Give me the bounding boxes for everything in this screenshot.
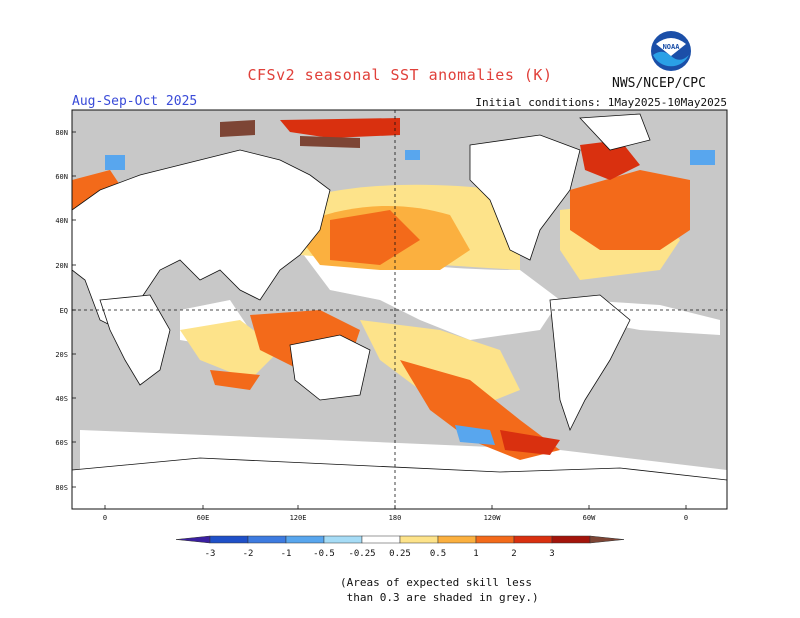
anomaly-north-atlantic-blue xyxy=(690,150,715,165)
colorbar-segment xyxy=(209,535,249,544)
anomaly-bering-blue xyxy=(405,150,420,160)
anomaly-south-pacific-blue xyxy=(455,425,495,445)
colorbar-segment xyxy=(247,535,287,544)
anomaly-siberian-brown xyxy=(300,136,360,148)
anomaly-southeast-pacific-red xyxy=(500,430,560,455)
colorbar-tick-label: 3 xyxy=(549,549,554,559)
colorbar-tick-label: -1 xyxy=(281,549,292,559)
anomaly-nordic-blue xyxy=(105,155,125,170)
map-frame xyxy=(71,109,728,510)
colorbar-segment xyxy=(475,535,515,544)
anomaly-indian-ocean-light xyxy=(180,320,280,380)
lat-ticks: 80N 60N 40N 20N EQ 20S 40S 60S 80S xyxy=(55,129,76,492)
map-title: CFSv2 seasonal SST anomalies (K) xyxy=(247,66,553,84)
colorbar-tick-label: 0.5 xyxy=(430,549,446,559)
anomaly-kuroshio-orange xyxy=(330,210,420,265)
anomaly-labrador-red xyxy=(580,140,640,180)
lat-label: 60N xyxy=(55,173,68,181)
greenland-land xyxy=(579,113,651,151)
season-label: Aug-Sep-Oct 2025 xyxy=(72,94,198,109)
colorbar: -3 -2 -1 -0.5 -0.25 0.25 0.5 1 2 3 xyxy=(175,535,625,559)
anomaly-barents-brown xyxy=(220,120,255,137)
agency-label: NWS/NCEP/CPC xyxy=(612,76,706,91)
colorbar-labels: -3 -2 -1 -0.5 -0.25 0.25 0.5 1 2 3 xyxy=(205,549,555,559)
noaa-logo-text: NOAA xyxy=(663,43,681,51)
australia-land xyxy=(289,334,371,401)
colorbar-tick-label: 0.25 xyxy=(389,549,411,559)
noaa-logo: NOAA xyxy=(651,31,691,71)
lon-label: 120W xyxy=(484,514,502,522)
colorbar-segment xyxy=(551,535,591,544)
colorbar-segment xyxy=(399,535,439,544)
lon-label: 0 xyxy=(103,514,107,522)
colorbar-tick-label: 2 xyxy=(511,549,516,559)
lon-label: 180 xyxy=(389,514,402,522)
lat-label: 80N xyxy=(55,129,68,137)
skill-footnote: (Areas of expected skill less than 0.3 a… xyxy=(340,576,539,604)
initial-conditions-label: Initial conditions: 1May2025-10May2025 xyxy=(475,96,727,109)
anomaly-north-atlantic-orange xyxy=(570,170,690,250)
colorbar-tick-label: -3 xyxy=(205,549,216,559)
colorbar-segment xyxy=(323,535,363,544)
lon-label: 0 xyxy=(684,514,688,522)
colorbar-segment xyxy=(285,535,325,544)
lat-label: 40N xyxy=(55,217,68,225)
noaa-logo-wave xyxy=(653,51,689,67)
colorbar-segment xyxy=(361,535,401,544)
anomaly-arctic-red xyxy=(280,118,400,138)
neutral-tropical-pacific xyxy=(300,250,560,340)
noaa-logo-bird xyxy=(656,38,686,56)
colorbar-segment xyxy=(437,535,477,544)
colorbar-tick-label: -0.5 xyxy=(313,549,335,559)
colorbar-tick-label: -0.25 xyxy=(348,549,375,559)
north-america-land xyxy=(469,134,581,261)
colorbar-min-arrow xyxy=(175,535,211,544)
lat-label: 20S xyxy=(55,351,68,359)
colorbar-segments xyxy=(175,535,625,544)
anomaly-south-pacific-light xyxy=(360,320,520,410)
lon-label: 60W xyxy=(583,514,596,522)
lon-ticks: 0 60E 120E 180 120W 60W 0 xyxy=(103,505,688,522)
lat-label: 80S xyxy=(55,484,68,492)
lat-label: 40S xyxy=(55,395,68,403)
lat-label: 20N xyxy=(55,262,68,270)
lat-label: EQ xyxy=(60,307,68,315)
anomaly-south-indian-orange xyxy=(210,370,260,390)
antarctica-land xyxy=(72,457,727,509)
colorbar-segment xyxy=(513,535,553,544)
colorbar-max-arrow xyxy=(589,535,625,544)
south-america-land xyxy=(549,294,631,432)
africa-south-land xyxy=(99,294,171,386)
colorbar-tick-label: -2 xyxy=(243,549,254,559)
lat-label: 60S xyxy=(55,439,68,447)
lon-label: 120E xyxy=(290,514,307,522)
map-field xyxy=(72,110,727,509)
colorbar-tick-label: 1 xyxy=(473,549,478,559)
lon-label: 60E xyxy=(197,514,210,522)
